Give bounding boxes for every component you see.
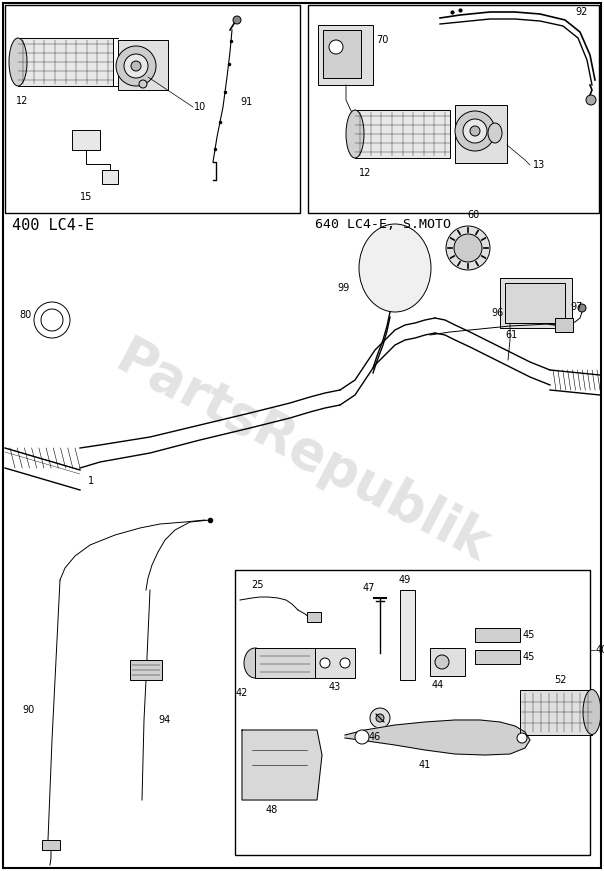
Circle shape: [470, 126, 480, 136]
Bar: [255, 648, 315, 678]
Text: 96: 96: [492, 308, 504, 318]
Circle shape: [517, 733, 527, 743]
Text: 640 LC4-E, S.MOTO: 640 LC4-E, S.MOTO: [315, 218, 451, 231]
Text: 92: 92: [575, 7, 587, 17]
Polygon shape: [345, 720, 530, 755]
Bar: [430, 648, 465, 676]
Text: 45: 45: [523, 630, 535, 640]
Bar: [505, 283, 565, 323]
Text: 13: 13: [533, 160, 545, 170]
Bar: [475, 650, 520, 664]
Text: 42: 42: [236, 688, 248, 698]
Bar: [455, 105, 507, 163]
Text: PartsRepublik: PartsRepublik: [106, 333, 498, 573]
Bar: [555, 318, 573, 332]
Circle shape: [340, 658, 350, 668]
Text: 99: 99: [338, 283, 350, 293]
Circle shape: [586, 95, 596, 105]
Circle shape: [233, 16, 241, 24]
Bar: [42, 840, 60, 850]
Text: 45: 45: [523, 652, 535, 662]
Bar: [18, 38, 113, 86]
Text: 12: 12: [359, 168, 371, 178]
Text: 44: 44: [432, 680, 444, 690]
Ellipse shape: [359, 224, 431, 312]
Circle shape: [455, 111, 495, 151]
Ellipse shape: [488, 123, 502, 143]
Bar: [307, 612, 321, 622]
Text: 90: 90: [23, 705, 35, 715]
Text: 15: 15: [80, 192, 92, 202]
Circle shape: [454, 234, 482, 262]
Ellipse shape: [583, 690, 601, 734]
Bar: [500, 278, 572, 328]
Bar: [235, 570, 590, 855]
Text: 47: 47: [362, 583, 375, 593]
Circle shape: [446, 226, 490, 270]
Circle shape: [376, 714, 384, 722]
Bar: [315, 648, 355, 678]
Circle shape: [116, 46, 156, 86]
Bar: [400, 590, 415, 680]
Circle shape: [139, 80, 147, 88]
Circle shape: [355, 730, 369, 744]
Bar: [72, 130, 100, 150]
Text: 25: 25: [252, 580, 265, 590]
Text: 70: 70: [376, 35, 388, 45]
Bar: [102, 170, 118, 184]
Text: 52: 52: [554, 675, 567, 685]
Text: 80: 80: [20, 310, 32, 320]
Bar: [118, 40, 168, 90]
Bar: [308, 5, 599, 213]
Ellipse shape: [346, 110, 364, 158]
Text: 1: 1: [88, 476, 94, 486]
Text: 12: 12: [16, 96, 28, 106]
Text: 91: 91: [240, 97, 252, 107]
Text: 97: 97: [570, 302, 582, 312]
Text: 49: 49: [399, 575, 411, 585]
Text: 48: 48: [266, 805, 278, 815]
Bar: [318, 25, 373, 85]
Text: 61: 61: [505, 330, 517, 340]
Text: 10: 10: [194, 102, 206, 112]
Circle shape: [578, 304, 586, 312]
Text: 46: 46: [369, 732, 381, 742]
Ellipse shape: [9, 38, 27, 86]
Ellipse shape: [244, 648, 266, 678]
Polygon shape: [242, 730, 322, 800]
Bar: [355, 110, 450, 158]
Bar: [5, 5, 300, 213]
Circle shape: [435, 655, 449, 669]
Circle shape: [370, 708, 390, 728]
Circle shape: [320, 658, 330, 668]
Circle shape: [124, 54, 148, 78]
Circle shape: [131, 61, 141, 71]
Bar: [323, 30, 361, 78]
Text: 41: 41: [419, 760, 431, 770]
Bar: [475, 628, 520, 642]
Text: 400 LC4-E: 400 LC4-E: [12, 218, 94, 233]
Text: 94: 94: [158, 715, 170, 725]
Bar: [520, 690, 592, 735]
Circle shape: [329, 40, 343, 54]
Text: 60: 60: [467, 210, 479, 220]
Circle shape: [463, 119, 487, 143]
Text: 43: 43: [329, 682, 341, 692]
Bar: [130, 660, 162, 680]
Text: 40: 40: [596, 645, 604, 655]
